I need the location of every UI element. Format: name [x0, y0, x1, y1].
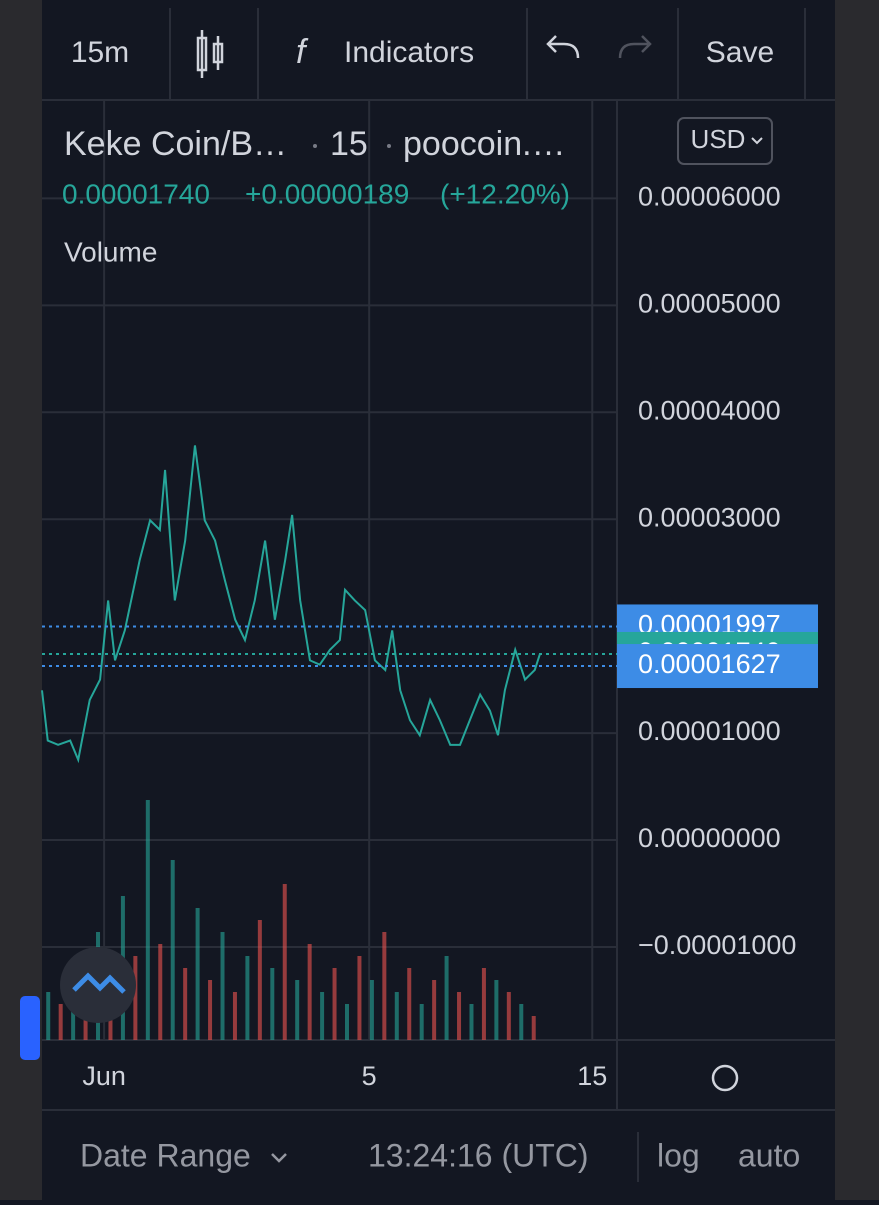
y-tick-label: 0.00001000 — [638, 716, 781, 746]
change-percent: (+12.20%) — [440, 178, 570, 209]
volume-bar — [519, 1004, 524, 1040]
volume-bar — [432, 980, 437, 1040]
volume-bar — [307, 944, 312, 1040]
y-tick-label: 0.00005000 — [638, 288, 781, 318]
undo-icon[interactable] — [546, 35, 580, 59]
volume-bar — [382, 932, 387, 1040]
volume-bar — [295, 980, 300, 1040]
source: poocoin.… — [403, 125, 566, 163]
date-range[interactable]: Date Range — [80, 1137, 251, 1173]
volume-bar — [83, 1016, 88, 1040]
volume-bar — [481, 968, 486, 1040]
logo-icon — [72, 972, 126, 994]
y-tick-label: −0.00001000 — [638, 930, 796, 960]
last-price: 0.00001740 — [62, 178, 210, 209]
dot — [313, 144, 317, 148]
volume-bar — [444, 956, 449, 1040]
volume-bar — [506, 992, 511, 1040]
currency-button[interactable] — [677, 117, 773, 165]
volume-bar — [220, 932, 225, 1040]
symbol: Keke Coin/B… — [64, 125, 287, 163]
y-tick-label: 0.00000000 — [638, 823, 781, 853]
change: +0.00000189 — [245, 178, 409, 209]
volume-bar — [282, 884, 287, 1040]
y-tick-label: 0.00003000 — [638, 502, 781, 532]
volume-bar — [332, 968, 337, 1040]
chevron — [751, 137, 763, 145]
currency[interactable]: USD — [691, 124, 746, 154]
chevron — [271, 1153, 287, 1163]
study-label: Volume — [64, 236, 157, 267]
price-line — [41, 445, 541, 764]
volume-bar — [320, 992, 325, 1040]
volume-bar — [46, 992, 51, 1040]
volume-bar — [232, 992, 237, 1040]
volume-bar — [357, 956, 362, 1040]
volume-bar — [183, 968, 188, 1040]
volume-bar — [145, 800, 150, 1040]
indicators-button[interactable]: Indicators — [344, 36, 474, 69]
interval-button[interactable]: 15m — [71, 36, 129, 69]
volume-bar — [257, 920, 262, 1040]
auto-toggle[interactable]: auto — [738, 1137, 800, 1173]
y-tick-label: 0.00006000 — [638, 182, 781, 212]
volume-bar — [170, 860, 175, 1040]
clock: 13:24:16 (UTC) — [368, 1137, 589, 1173]
dot — [387, 144, 391, 148]
volume-bar — [208, 980, 213, 1040]
x-tick-label: 5 — [362, 1061, 377, 1091]
volume-bar — [195, 908, 200, 1040]
price-badge-label: 0.00001627 — [638, 649, 781, 679]
volume-bar — [469, 1004, 474, 1040]
volume-bar — [494, 980, 499, 1040]
x-tick-label: Jun — [82, 1061, 126, 1091]
volume-bar — [245, 956, 250, 1040]
volume-bar — [158, 944, 163, 1040]
volume-bar — [58, 1004, 63, 1040]
volume-bar — [419, 1004, 424, 1040]
settings-icon[interactable] — [711, 1064, 739, 1092]
volume-bar — [133, 956, 138, 1040]
x-tick-label: 15 — [577, 1061, 607, 1091]
side-toggle[interactable] — [20, 996, 40, 1060]
save-button[interactable]: Save — [706, 36, 774, 69]
volume-bar — [369, 980, 374, 1040]
volume-bar — [344, 1004, 349, 1040]
y-tick-label: 0.00004000 — [638, 395, 781, 425]
price-badge — [617, 644, 818, 689]
volume-bar — [531, 1016, 536, 1040]
volume-bar — [270, 968, 275, 1040]
candles-icon[interactable] — [196, 30, 224, 78]
right-strip — [835, 0, 879, 1200]
redo-icon[interactable] — [618, 35, 652, 59]
volume-bar — [394, 992, 399, 1040]
volume-bar — [407, 968, 412, 1040]
volume-bar — [457, 992, 462, 1040]
log-toggle[interactable]: log — [657, 1137, 700, 1173]
header-interval: 15 — [330, 125, 368, 163]
